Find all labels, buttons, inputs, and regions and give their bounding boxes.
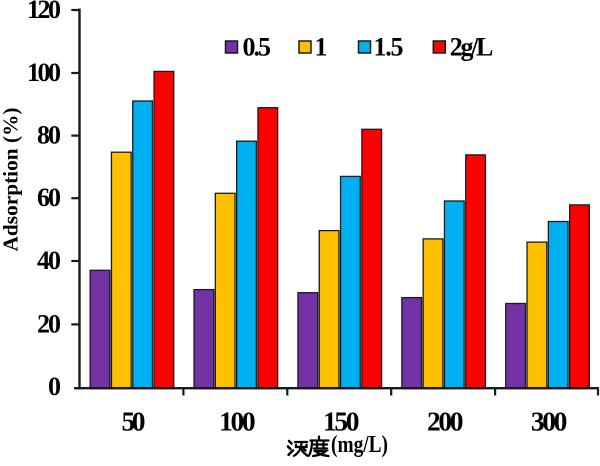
svg-text:0: 0 — [48, 372, 61, 401]
svg-text:60: 60 — [37, 183, 61, 212]
svg-text:40: 40 — [37, 246, 61, 275]
svg-text:(mg/L): (mg/L) — [331, 432, 388, 458]
svg-text:1.5: 1.5 — [374, 33, 404, 62]
svg-text:2g/L: 2g/L — [450, 33, 494, 62]
svg-text:150: 150 — [323, 406, 360, 437]
svg-text:200: 200 — [427, 406, 464, 437]
svg-text:50: 50 — [122, 406, 146, 437]
svg-text:100: 100 — [27, 58, 61, 87]
svg-text:20: 20 — [37, 309, 61, 338]
svg-text:1: 1 — [315, 33, 328, 62]
svg-text:100: 100 — [219, 406, 256, 437]
svg-text:300: 300 — [531, 406, 568, 437]
svg-text:0.5: 0.5 — [243, 33, 272, 62]
svg-text:Adsorption (%): Adsorption (%) — [0, 107, 23, 251]
svg-text:120: 120 — [27, 0, 61, 24]
svg-text:80: 80 — [37, 121, 61, 150]
